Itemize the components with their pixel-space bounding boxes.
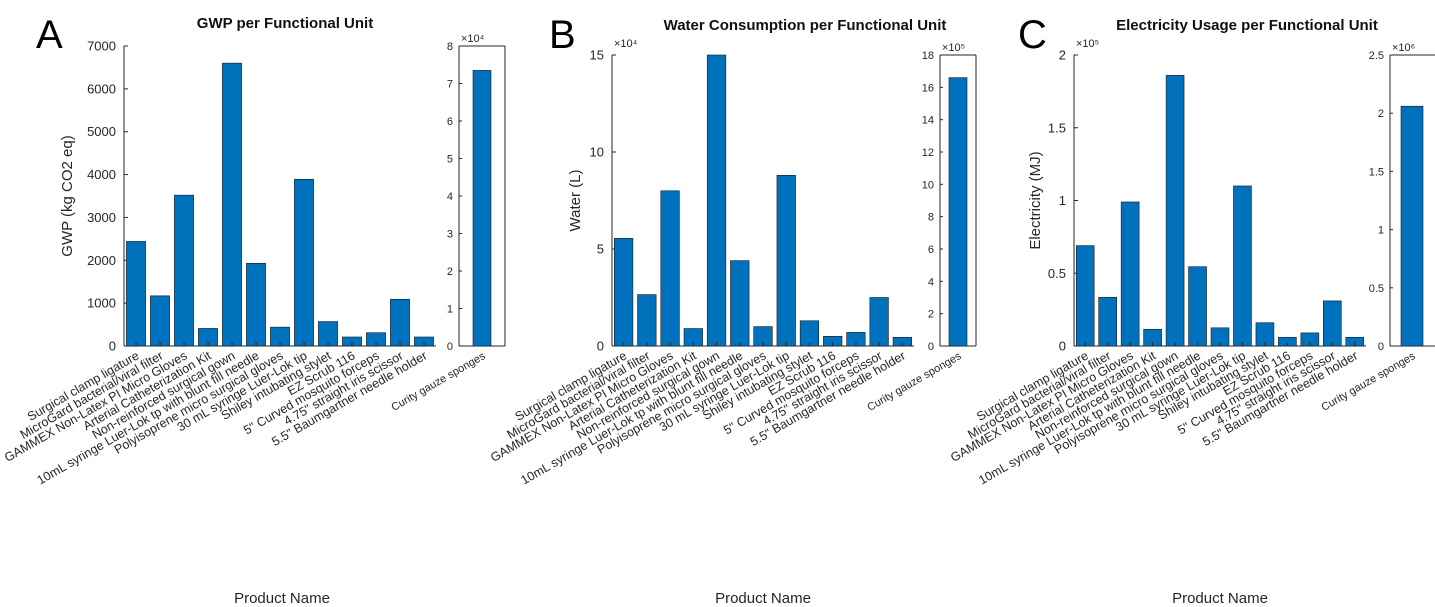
bar <box>390 298 410 347</box>
inset-y-tick-label: 6 <box>447 116 453 128</box>
inset-y-tick-label: 14 <box>922 115 934 127</box>
inset-y-tick-label: 6 <box>928 244 934 256</box>
y-tick-label: 10 <box>590 145 604 160</box>
inset-y-tick-label: 5 <box>447 154 453 166</box>
y-tick-label: 1000 <box>87 296 116 311</box>
y-tick-label: 3000 <box>87 210 116 225</box>
inset-y-tick-label: 18 <box>922 50 934 62</box>
inset-y-tick-label: 2 <box>447 266 453 278</box>
y-tick-label: 0 <box>597 339 604 354</box>
inset-bar <box>1400 105 1424 347</box>
chart-panel-a: A GWP per Functional Unit 0 1000 2000 3000 400… <box>2 13 506 607</box>
inset-y-tick-label: 8 <box>447 41 453 53</box>
inset-y-tick-label: 2.5 <box>1369 50 1384 62</box>
y-tick-label: 0 <box>109 339 116 354</box>
y-tick-label: 0 <box>1059 339 1066 354</box>
bar <box>246 262 266 347</box>
y-exponent-label: ×10⁴ <box>614 38 638 50</box>
inset-y-tick-label: 3 <box>447 229 453 241</box>
x-axis-title: Product Name <box>234 590 330 607</box>
inset-y-tick-label: 4 <box>447 191 453 203</box>
inset-y-tick-label: 1 <box>447 304 453 316</box>
y-tick-label: 5000 <box>87 124 116 139</box>
bar <box>150 295 170 347</box>
bar <box>660 190 680 347</box>
inset-y-tick-label: 12 <box>922 147 934 159</box>
y-tick-label: 1 <box>1059 193 1066 208</box>
inset-exponent-label: ×10⁴ <box>461 33 485 45</box>
bar <box>174 194 194 347</box>
panel-letter: C <box>1018 13 1047 57</box>
inset-y-tick-label: 0 <box>447 341 453 353</box>
y-axis-title: Electricity (MJ) <box>1027 151 1044 249</box>
inset-y-tick-label: 0 <box>928 341 934 353</box>
inset-y-tick-label: 8 <box>928 212 934 224</box>
panel-letter: A <box>36 13 63 57</box>
bar <box>776 174 796 347</box>
inset-bar <box>472 70 492 347</box>
inset-y-tick-label: 2 <box>928 309 934 321</box>
inset-y-tick-label: 1 <box>1378 225 1384 237</box>
inset-exponent-label: ×10⁵ <box>942 42 965 54</box>
bar <box>614 238 634 347</box>
inset-y-tick-label: 2 <box>1378 108 1384 120</box>
inset-y-tick-label: 4 <box>928 276 934 288</box>
inset-y-tick-label: 1.5 <box>1369 166 1384 178</box>
y-tick-label: 5 <box>597 242 604 257</box>
bar <box>1165 75 1185 347</box>
bar <box>1233 185 1252 347</box>
y-axis-title: Water (L) <box>567 170 584 232</box>
y-tick-label: 0.5 <box>1048 266 1066 281</box>
bar <box>1075 245 1095 347</box>
chart-panel-c: C Electricity Usage per Functional Unit 0 0… <box>948 13 1435 607</box>
bar <box>294 178 314 347</box>
y-tick-label: 2 <box>1059 48 1066 63</box>
bar <box>869 297 889 347</box>
y-tick-label: 1.5 <box>1048 120 1066 135</box>
inset-y-tick-label: 7 <box>447 79 453 91</box>
inset-bar <box>948 77 968 347</box>
y-tick-label: 2000 <box>87 253 116 268</box>
y-tick-label: 7000 <box>87 39 116 54</box>
x-axis-title: Product Name <box>1172 590 1268 607</box>
chart-title: Electricity Usage per Functional Unit <box>1116 17 1378 34</box>
bar <box>706 54 727 347</box>
y-tick-label: 4000 <box>87 167 116 182</box>
bar <box>1188 266 1207 347</box>
inset-y-tick-label: 16 <box>922 82 934 94</box>
panel-letter: B <box>549 13 576 57</box>
bar <box>1120 201 1140 347</box>
chart-panel-b: B Water Consumption per Functional Unit 0 5… <box>488 13 977 607</box>
bar <box>730 260 750 347</box>
inset-y-tick-label: 10 <box>922 179 934 191</box>
x-axis-title: Product Name <box>715 590 811 607</box>
y-tick-label: 6000 <box>87 81 116 96</box>
inset-y-tick-label: 0 <box>1378 341 1384 353</box>
bar <box>637 294 657 347</box>
bar <box>222 62 242 347</box>
inset-y-tick-label: 0.5 <box>1369 283 1384 295</box>
inset-exponent-label: ×10⁶ <box>1392 42 1415 54</box>
bar <box>126 241 146 347</box>
chart-title: GWP per Functional Unit <box>197 15 373 32</box>
y-tick-label: 15 <box>590 48 604 63</box>
bar <box>1323 300 1342 347</box>
y-axis-title: GWP (kg CO2 eq) <box>59 135 76 256</box>
chart-title: Water Consumption per Functional Unit <box>664 17 947 34</box>
y-exponent-label: ×10⁵ <box>1076 38 1099 50</box>
bar <box>1098 296 1117 347</box>
